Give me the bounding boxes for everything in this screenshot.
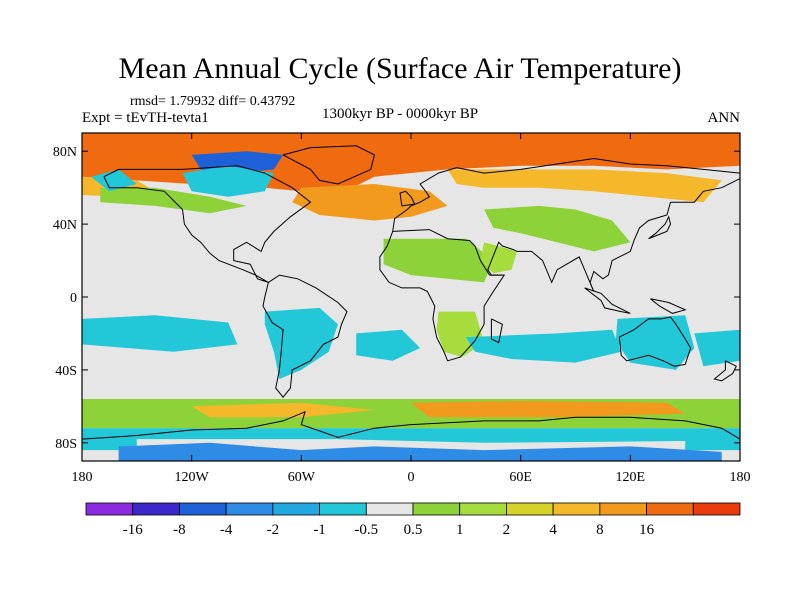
japan-coast xyxy=(648,215,672,240)
region-south-atlantic-cyan xyxy=(356,329,421,361)
anomaly-regions xyxy=(82,133,740,461)
region-central-asia-green xyxy=(484,205,631,252)
colorbar-swatch xyxy=(365,502,414,516)
madagascar-coast xyxy=(490,318,503,344)
region-tropical-pacific-cyan xyxy=(82,315,238,352)
colorbar-swatch xyxy=(85,502,134,516)
colorbar-label: 2 xyxy=(503,522,511,538)
lon-tick-label: 120E xyxy=(616,470,646,485)
lat-tick-label: 40S xyxy=(55,364,77,379)
lat-tick-label: 80S xyxy=(55,437,77,452)
colorbar-label: 0.5 xyxy=(404,522,423,538)
region-canada-cyan xyxy=(182,165,274,197)
colorbar-swatch xyxy=(319,502,367,516)
colorbar-swatch xyxy=(272,502,320,516)
colorbar: -16 -8 -4 -2 -1 -0.5 0.5 1 2 4 8 16 xyxy=(85,502,741,538)
antarctica-coast xyxy=(82,410,740,440)
colorbar-swatch xyxy=(692,502,741,516)
colorbar-label: -4 xyxy=(220,522,233,538)
south-america-coast xyxy=(262,274,348,398)
colorbar-swatch xyxy=(459,502,507,516)
lon-tick-label: 0 xyxy=(408,470,415,485)
africa-coast xyxy=(379,229,506,362)
colorbar-swatch xyxy=(132,502,180,516)
region-south-america-cyan xyxy=(264,307,338,379)
region-eurasia-mid xyxy=(447,169,722,203)
region-southern-ocean-warming-east xyxy=(411,400,686,418)
colorbar-swatch xyxy=(552,502,601,516)
colorbar-swatch xyxy=(179,502,227,516)
period-label: 1300kyr BP - 0000kyr BP xyxy=(322,106,479,122)
season-label: ANN xyxy=(707,110,741,126)
lon-tick-label: 180 xyxy=(730,470,751,485)
colorbar-label: -1 xyxy=(313,522,326,538)
lon-tick-label: 120W xyxy=(175,470,210,485)
colorbar-label: -8 xyxy=(173,522,186,538)
lat-tick-label: 40N xyxy=(53,218,77,233)
colorbar-swatch xyxy=(646,502,694,516)
asia-east-coast xyxy=(487,178,740,292)
region-indian-ocean-cyan xyxy=(465,329,622,363)
coastlines xyxy=(82,145,740,440)
indonesia-coast xyxy=(584,287,631,314)
lon-tick-label: 60W xyxy=(288,470,316,485)
region-north-atlantic-warming xyxy=(292,184,448,221)
region-bering-cyan xyxy=(91,169,137,192)
colorbar-swatch xyxy=(412,502,461,516)
colorbar-label: 4 xyxy=(549,522,557,538)
australia-coast xyxy=(618,316,692,367)
new-guinea-coast xyxy=(650,298,687,314)
region-antarctic-blue xyxy=(118,442,722,461)
colorbar-label: 16 xyxy=(639,522,655,538)
lon-tick-label: 180 xyxy=(72,470,93,485)
colorbar-label: -0.5 xyxy=(354,522,378,538)
stats-label: rmsd= 1.79932 diff= 0.43792 xyxy=(130,94,296,109)
north-america-coast xyxy=(103,165,312,283)
region-southern-ocean-warming xyxy=(191,402,375,418)
region-southwest-pacific-cyan xyxy=(694,329,740,367)
colorbar-swatch xyxy=(225,502,274,516)
colorbar-label: -2 xyxy=(267,522,280,538)
colorbar-swatch xyxy=(506,502,554,516)
greenland-coast xyxy=(282,145,375,185)
chart-title: Mean Annual Cycle (Surface Air Temperatu… xyxy=(118,52,682,85)
colorbar-swatch xyxy=(599,502,647,516)
new-zealand-coast xyxy=(713,360,737,382)
region-africa-sahara-green xyxy=(383,238,494,283)
colorbar-label: 1 xyxy=(456,522,464,538)
colorbar-label: -16 xyxy=(123,522,143,538)
lat-tick-label: 80N xyxy=(53,145,77,160)
axis-ticks: 180 120W 60W 0 60E 120E 180 80N 40N 0 40S 80S xyxy=(53,133,751,485)
europe-asia-coast xyxy=(392,157,740,232)
lon-tick-label: 60E xyxy=(509,470,532,485)
map-plot-area xyxy=(82,133,740,461)
experiment-label: Expt = tEvTH-tevta1 xyxy=(82,110,209,126)
lat-tick-label: 0 xyxy=(70,291,77,306)
britain-coast xyxy=(399,190,416,207)
colorbar-label: 8 xyxy=(596,522,604,538)
